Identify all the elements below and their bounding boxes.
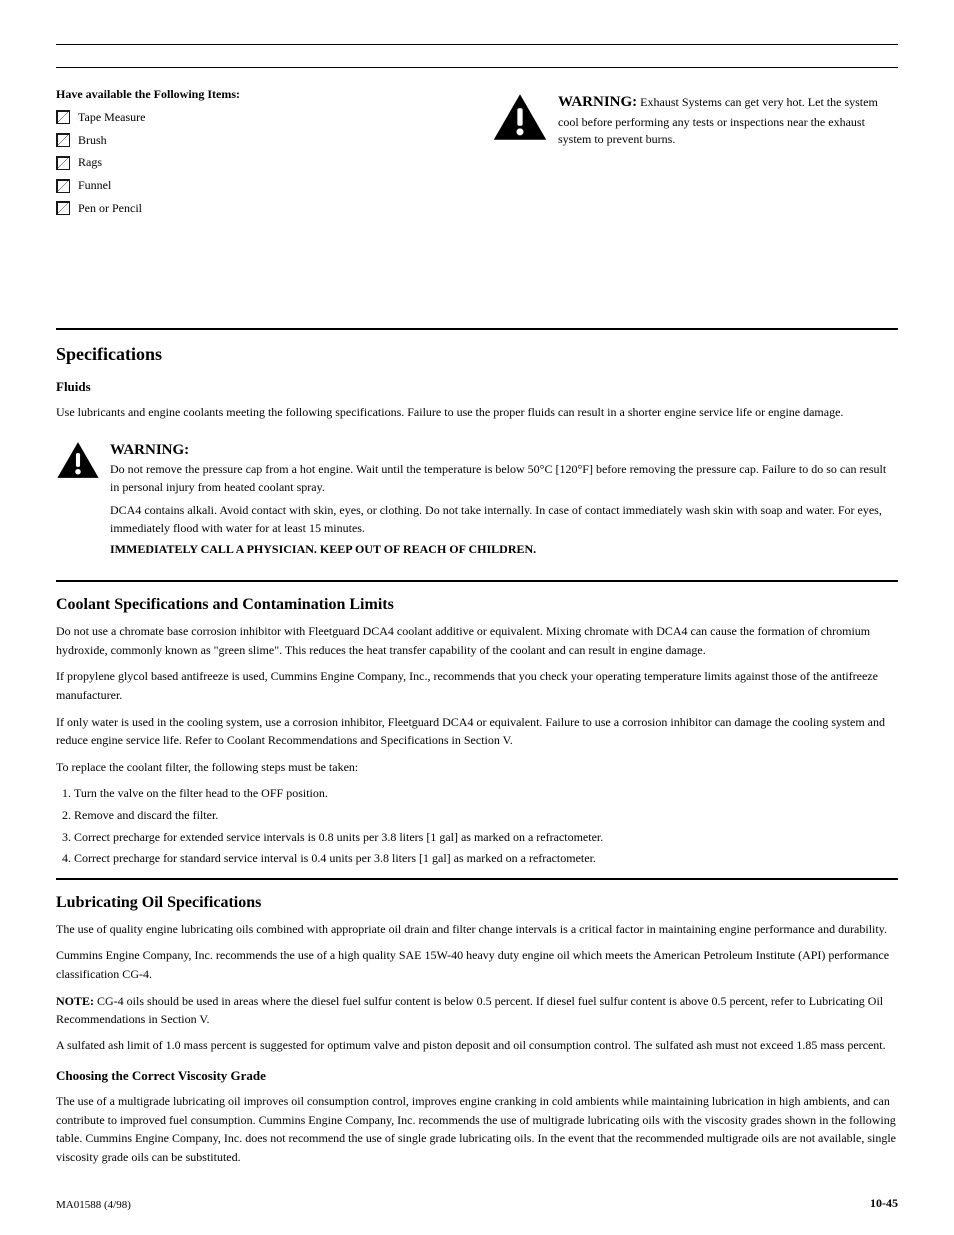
warning-line-bold: IMMEDIATELY CALL A PHYSICIAN. KEEP OUT O… xyxy=(110,542,536,556)
list-item: Rags xyxy=(56,154,462,171)
steps-intro: To replace the coolant filter, the follo… xyxy=(56,758,898,777)
top-col-left: Have available the Following Items: Tape… xyxy=(56,86,462,306)
specs-warning-block: WARNING: Do not remove the pressure cap … xyxy=(56,440,898,559)
rule-oil xyxy=(56,878,898,880)
checkbox-icon xyxy=(56,179,70,193)
specs-subtitle: Fluids xyxy=(56,379,898,395)
rule-top-1 xyxy=(56,44,898,45)
list-item-label: Tape Measure xyxy=(78,109,145,126)
rule-coolant xyxy=(56,580,898,582)
header-band xyxy=(56,51,898,67)
oil-para-1: The use of quality engine lubricating oi… xyxy=(56,920,898,939)
oil-subheading: Choosing the Correct Viscosity Grade xyxy=(56,1068,898,1084)
tools-list: Tape Measure Brush Rags Funnel Pen or Pe… xyxy=(56,109,462,217)
warning-triangle-icon xyxy=(56,440,100,480)
note-label: NOTE: xyxy=(56,994,94,1008)
page-root: Have available the Following Items: Tape… xyxy=(0,0,954,1235)
rule-specs xyxy=(56,328,898,330)
coolant-title: Coolant Specifications and Contamination… xyxy=(56,596,898,614)
warning-text: WARNING: Exhaust Systems can get very ho… xyxy=(558,92,898,149)
checkbox-icon xyxy=(56,201,70,215)
coolant-para-3: If only water is used in the cooling sys… xyxy=(56,713,898,750)
specs-warning-text: WARNING: Do not remove the pressure cap … xyxy=(110,440,898,559)
warning-line: Do not remove the pressure cap from a ho… xyxy=(110,461,898,496)
warning-label: WARNING: xyxy=(110,442,189,458)
list-item: Pen or Pencil xyxy=(56,200,462,217)
top-two-column: Have available the Following Items: Tape… xyxy=(56,86,898,306)
checkbox-icon xyxy=(56,110,70,124)
list-item-label: Pen or Pencil xyxy=(78,200,142,217)
step-item: Correct precharge for standard service i… xyxy=(74,849,898,868)
oil-note: NOTE: CG-4 oils should be used in areas … xyxy=(56,992,898,1028)
oil-title: Lubricating Oil Specifications xyxy=(56,894,898,912)
list-item-label: Rags xyxy=(78,154,102,171)
checkbox-icon xyxy=(56,156,70,170)
list-item: Brush xyxy=(56,132,462,149)
footer-doc-id: MA01588 (4/98) xyxy=(56,1199,131,1211)
footer-page-number: 10-45 xyxy=(870,1196,898,1211)
oil-para-4: The use of a multigrade lubricating oil … xyxy=(56,1092,898,1166)
list-item: Funnel xyxy=(56,177,462,194)
steps-list: Turn the valve on the filter head to the… xyxy=(56,784,898,867)
top-col-right: WARNING: Exhaust Systems can get very ho… xyxy=(492,86,898,306)
warning-triangle-icon xyxy=(492,92,548,142)
warning-block: WARNING: Exhaust Systems can get very ho… xyxy=(492,92,898,149)
specs-title: Specifications xyxy=(56,344,898,365)
step-item: Correct precharge for extended service i… xyxy=(74,828,898,847)
list-item-label: Brush xyxy=(78,132,107,149)
step-item: Turn the valve on the filter head to the… xyxy=(74,784,898,803)
step-item: Remove and discard the filter. xyxy=(74,806,898,825)
coolant-para-2: If propylene glycol based antifreeze is … xyxy=(56,667,898,704)
rule-top-2 xyxy=(56,67,898,68)
coolant-para-1: Do not use a chromate base corrosion inh… xyxy=(56,622,898,659)
list-item-label: Funnel xyxy=(78,177,111,194)
warning-label: WARNING: xyxy=(558,94,637,110)
warning-line: IMMEDIATELY CALL A PHYSICIAN. KEEP OUT O… xyxy=(110,541,898,558)
warning-line: DCA4 contains alkali. Avoid contact with… xyxy=(110,502,898,537)
tools-heading: Have available the Following Items: xyxy=(56,86,462,103)
oil-para-2: Cummins Engine Company, Inc. recommends … xyxy=(56,946,898,983)
note-text: CG-4 oils should be used in areas where … xyxy=(56,994,883,1026)
list-item: Tape Measure xyxy=(56,109,462,126)
oil-para-3: A sulfated ash limit of 1.0 mass percent… xyxy=(56,1036,898,1055)
checkbox-icon xyxy=(56,133,70,147)
specs-para: Use lubricants and engine coolants meeti… xyxy=(56,403,898,422)
